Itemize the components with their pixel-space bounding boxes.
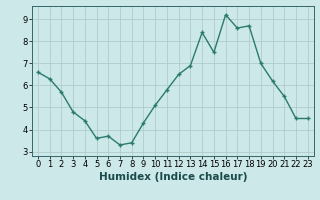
X-axis label: Humidex (Indice chaleur): Humidex (Indice chaleur) [99, 172, 247, 182]
